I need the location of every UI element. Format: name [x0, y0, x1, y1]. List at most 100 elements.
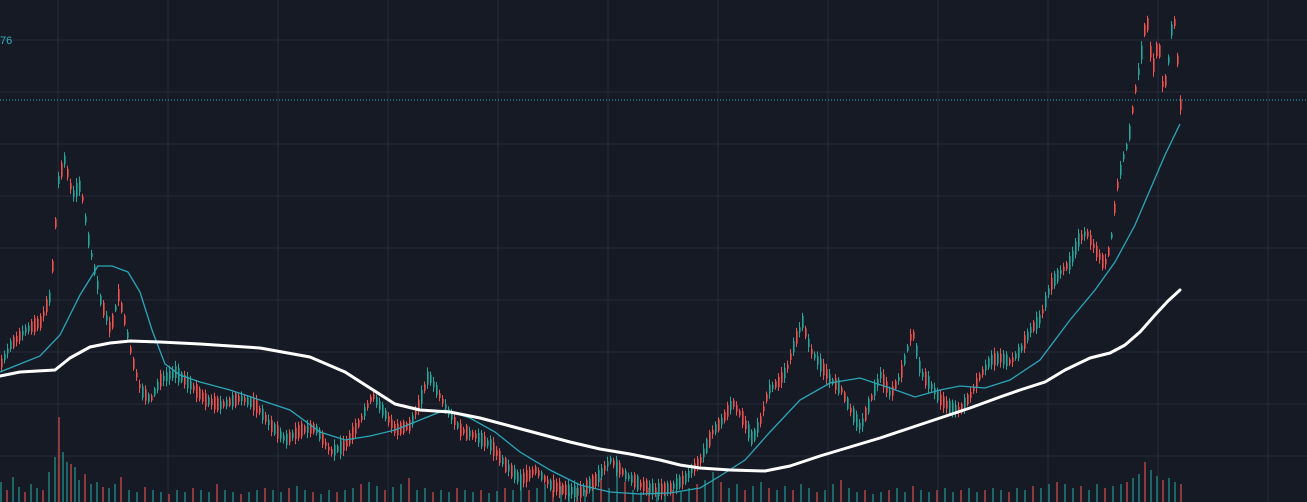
candle-body	[829, 374, 831, 383]
candle-body	[595, 474, 597, 486]
candle-body	[16, 335, 18, 343]
candle-body	[601, 467, 603, 477]
volume-bar	[168, 494, 170, 502]
volume-bar	[1156, 476, 1158, 502]
volume-bar	[664, 494, 666, 502]
volume-bar	[312, 492, 314, 502]
candle-body	[10, 340, 12, 350]
candle-body	[37, 318, 39, 329]
candle-body	[127, 331, 129, 339]
candle-body	[172, 369, 174, 378]
candle-body	[736, 405, 738, 412]
candle-body	[322, 433, 324, 445]
candle-body	[43, 311, 45, 317]
candle-body	[1153, 58, 1155, 72]
volume-bar	[384, 490, 386, 502]
candle-body	[211, 398, 213, 406]
candle-body	[583, 487, 585, 493]
candle-body	[610, 457, 612, 463]
candle-body	[730, 400, 732, 411]
volume-bar	[1064, 484, 1066, 502]
candle-body	[181, 372, 183, 382]
candle-body	[1024, 335, 1026, 349]
candle-body	[91, 252, 93, 258]
candle-body	[1027, 331, 1029, 341]
candle-body	[28, 325, 30, 332]
candle-body	[7, 348, 9, 354]
volume-bar	[136, 492, 138, 502]
candle-body	[907, 345, 909, 351]
candle-body	[880, 371, 882, 379]
candle-body	[427, 371, 429, 385]
candle-body	[763, 406, 765, 412]
candle-body	[151, 395, 153, 401]
candle-body	[832, 379, 834, 384]
candle-body	[301, 423, 303, 437]
volume-bar	[1040, 488, 1042, 502]
candle-body	[994, 353, 996, 366]
candle-body	[238, 395, 240, 402]
candle-body	[415, 410, 417, 415]
candle-body	[223, 401, 225, 407]
volume-bar	[264, 488, 266, 502]
candle-body	[76, 183, 78, 197]
volume-bar	[872, 494, 874, 502]
candle-body	[382, 404, 384, 416]
candle-body	[715, 424, 717, 433]
ma-fast-line	[0, 123, 1181, 495]
candle-body	[811, 348, 813, 355]
candle-body	[40, 316, 42, 328]
candle-body	[208, 397, 210, 405]
volume-bar	[392, 487, 394, 502]
volume-bar	[70, 464, 72, 502]
volume-bar	[504, 488, 506, 502]
candle-body	[271, 420, 273, 432]
volume-bar	[1150, 470, 1152, 502]
candle-body	[244, 397, 246, 403]
candle-body	[1051, 277, 1053, 290]
candle-body	[613, 460, 615, 466]
candle-body	[772, 384, 774, 389]
candle-body	[496, 450, 498, 456]
volume-bar	[928, 492, 930, 502]
candle-body	[931, 383, 933, 390]
candle-body	[1159, 45, 1161, 57]
candle-body	[574, 485, 576, 497]
candle-body	[1054, 273, 1056, 286]
candle-body	[937, 390, 939, 401]
candle-body	[877, 378, 879, 387]
candle-body	[409, 419, 411, 431]
candle-body	[592, 475, 594, 489]
volume-bar	[624, 482, 626, 502]
volume-bar	[1000, 490, 1002, 502]
candle-body	[1018, 347, 1020, 358]
candle-body	[115, 305, 117, 311]
candle-body	[802, 315, 804, 329]
candle-body	[13, 336, 15, 348]
candle-body	[460, 423, 462, 437]
candle-body	[568, 484, 570, 497]
volume-bar	[888, 490, 890, 502]
volume-bar	[616, 462, 618, 502]
candle-body	[1138, 68, 1140, 76]
volume-bar	[480, 490, 482, 502]
volume-bar	[90, 484, 92, 502]
candle-body	[367, 402, 369, 408]
volume-bar	[584, 490, 586, 502]
candle-body	[958, 406, 960, 413]
candle-body	[373, 393, 375, 400]
candle-body	[298, 425, 300, 438]
candle-body	[268, 419, 270, 426]
candle-body	[1102, 255, 1104, 269]
candle-body	[871, 394, 873, 401]
candle-body	[421, 390, 423, 404]
candle-body	[892, 386, 894, 396]
candle-body	[346, 439, 348, 447]
volume-bar	[632, 490, 634, 502]
volume-bar	[152, 490, 154, 502]
candle-body	[199, 388, 201, 400]
candle-body	[295, 427, 297, 440]
volume-bar	[176, 490, 178, 502]
